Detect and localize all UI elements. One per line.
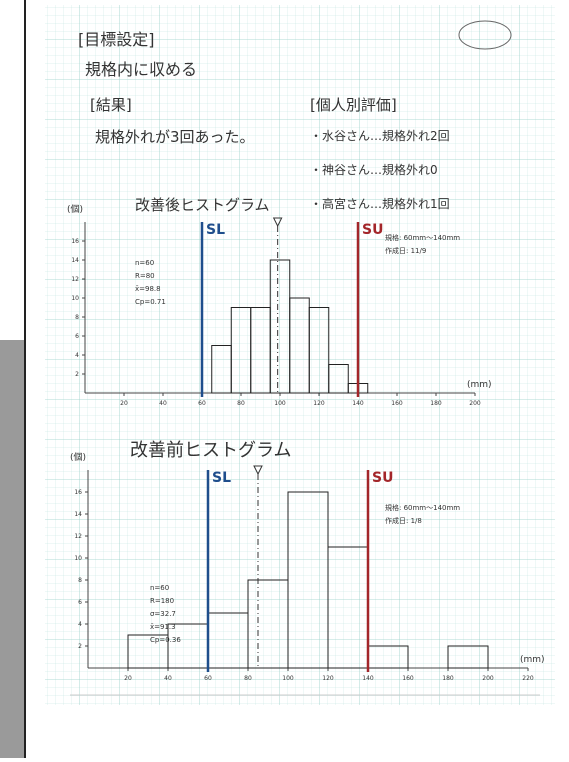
x-tick-label: 60 (204, 675, 212, 682)
x-axis-label: (mm) (467, 380, 492, 390)
stat: x̄=98.8 (135, 285, 161, 293)
y-tick-label: 8 (75, 314, 79, 321)
result-heading: [結果] (90, 96, 132, 114)
x-tick-label: 40 (164, 675, 172, 682)
y-tick-label: 12 (71, 276, 79, 283)
x-tick-label: 100 (274, 400, 286, 407)
spec-note: 作成日: 1/8 (385, 516, 422, 525)
page: [目標設定] 規格内に収める [結果] 規格外れが3回あった。 [個人別評価] … (0, 0, 569, 758)
x-tick-label: 80 (237, 400, 245, 407)
stat: R=80 (135, 272, 155, 280)
y-tick-label: 6 (75, 333, 79, 340)
x-tick-label: 140 (352, 400, 364, 407)
spec-limit-label: SL (212, 470, 231, 486)
y-tick-label: 16 (71, 238, 79, 245)
y-tick-label: 10 (74, 555, 82, 562)
stat: Cp=0.36 (150, 636, 181, 644)
chart-title: 改善前ヒストグラム (130, 440, 291, 461)
x-tick-label: 180 (430, 400, 442, 407)
x-tick-label: 160 (391, 400, 403, 407)
x-tick-label: 100 (282, 675, 294, 682)
x-tick-label: 140 (362, 675, 374, 682)
y-tick-label: 16 (74, 489, 82, 496)
x-axis-label: (mm) (520, 655, 545, 665)
y-tick-label: 2 (78, 643, 82, 650)
x-tick-label: 220 (522, 675, 534, 682)
goal: 規格内に収める (85, 60, 197, 79)
eval-heading: [個人別評価] (310, 96, 397, 114)
y-tick-label: 4 (75, 352, 79, 359)
spec-note: 規格: 60mm〜140mm (385, 233, 460, 242)
x-tick-label: 200 (482, 675, 494, 682)
stat: R=180 (150, 597, 174, 605)
stat: σ=32.7 (150, 610, 176, 618)
stat: n=60 (135, 259, 154, 267)
document: [目標設定] 規格内に収める [結果] 規格外れが3回あった。 [個人別評価] … (0, 0, 569, 758)
x-tick-label: 80 (244, 675, 252, 682)
spec-limit-label: SU (362, 222, 383, 238)
stat: Cp=0.71 (135, 298, 166, 306)
stat: x̄=91.3 (150, 623, 176, 631)
x-tick-label: 160 (402, 675, 414, 682)
spec-note: 規格: 60mm〜140mm (385, 503, 460, 512)
eval-item: ・高宮さん…規格外れ1回 (310, 196, 450, 211)
x-tick-label: 20 (124, 675, 132, 682)
eval-item: ・水谷さん…規格外れ2回 (310, 128, 450, 143)
y-tick-label: 12 (74, 533, 82, 540)
x-tick-label: 120 (313, 400, 325, 407)
y-tick-label: 6 (78, 599, 82, 606)
y-axis-label: (個) (67, 203, 83, 215)
y-tick-label: 14 (71, 257, 79, 264)
y-tick-label: 10 (71, 295, 79, 302)
result: 規格外れが3回あった。 (95, 128, 255, 146)
spec-limit-label: SU (372, 470, 393, 486)
spec-note: 作成日: 11/9 (385, 246, 426, 255)
y-tick-label: 8 (78, 577, 82, 584)
spec-limit-label: SL (206, 222, 225, 238)
stat: n=60 (150, 584, 169, 592)
y-tick-label: 14 (74, 511, 82, 518)
x-tick-label: 180 (442, 675, 454, 682)
eval-item: ・神谷さん…規格外れ0 (310, 162, 438, 177)
y-tick-label: 4 (78, 621, 82, 628)
y-tick-label: 2 (75, 371, 79, 378)
x-tick-label: 40 (159, 400, 167, 407)
x-tick-label: 120 (322, 675, 334, 682)
x-tick-label: 200 (469, 400, 481, 407)
x-tick-label: 60 (198, 400, 206, 407)
x-tick-label: 20 (120, 400, 128, 407)
chart-title: 改善後ヒストグラム (135, 196, 270, 214)
y-axis-label: (個) (70, 451, 86, 463)
goal-heading: [目標設定] (78, 30, 155, 49)
